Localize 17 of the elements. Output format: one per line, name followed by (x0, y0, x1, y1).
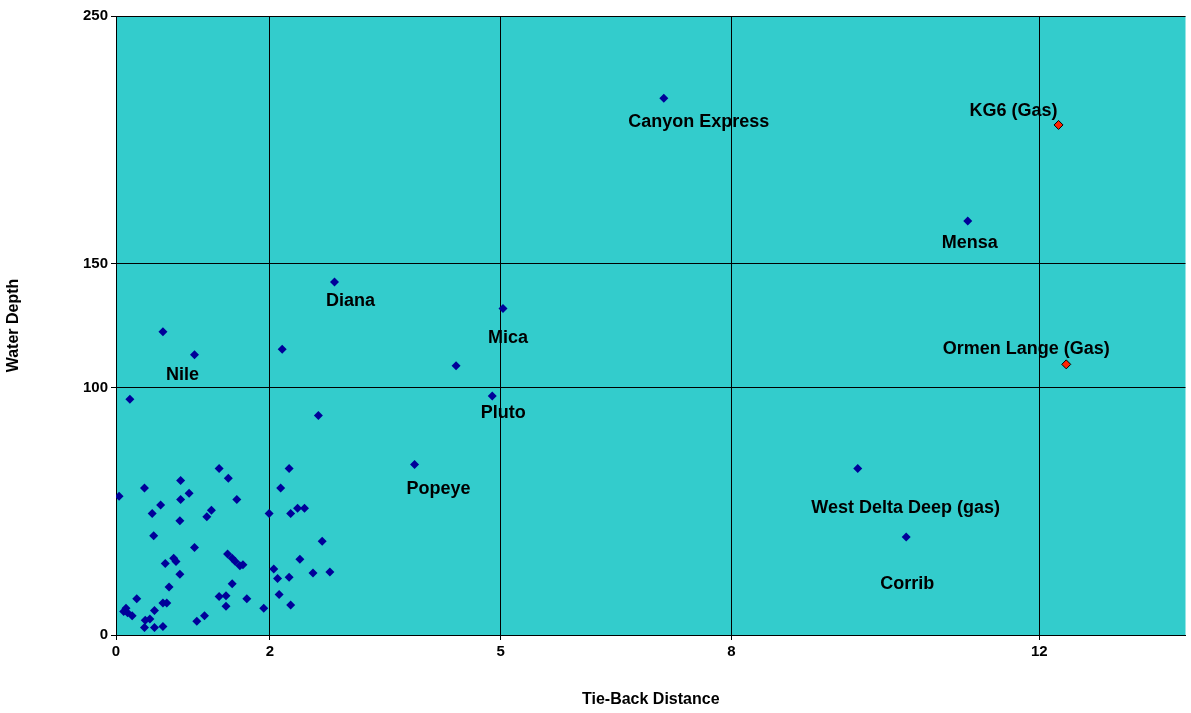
x-tick-label: 2 (265, 642, 275, 660)
annotation: Diana (326, 289, 377, 310)
x-tick-label: 8 (727, 642, 736, 660)
x-tick-label: 12 (1030, 642, 1048, 660)
y-axis-title: Water Depth (4, 278, 22, 373)
y-tick-label: 150 (82, 253, 108, 271)
annotation: Mensa (941, 231, 999, 252)
x-tick-label: 0 (111, 642, 121, 660)
annotation: Corrib (880, 572, 935, 593)
annotation: Nile (165, 363, 199, 384)
annotation: West Delta Deep (gas) (811, 496, 1001, 517)
annotation: Popeye (406, 478, 471, 499)
y-tick-label: 0 (99, 625, 108, 643)
y-tick-label: 250 (82, 6, 108, 24)
x-axis-title: Tie-Back Distance (581, 689, 720, 707)
x-tick-label: 5 (496, 642, 505, 660)
y-tick-label: 100 (82, 377, 108, 395)
